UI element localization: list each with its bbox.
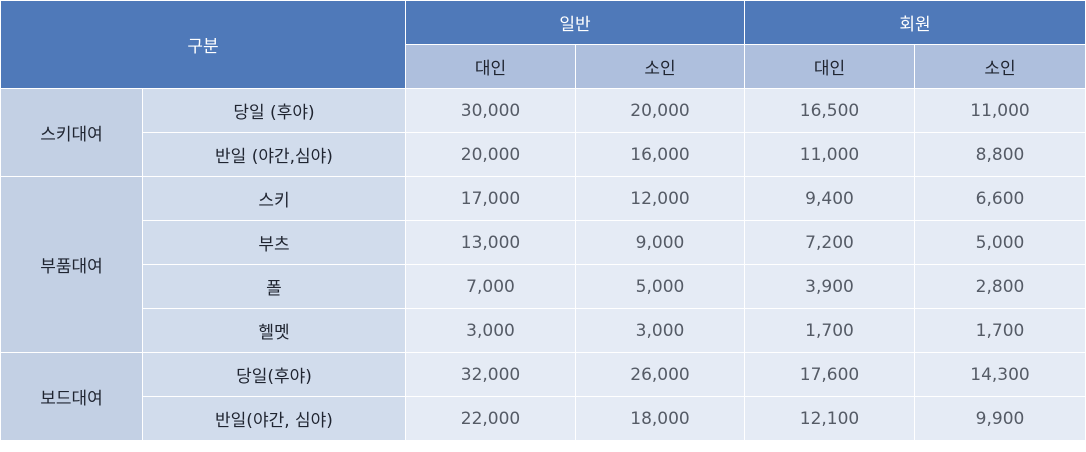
member-adult-header: 대인 xyxy=(744,44,915,89)
price-general-adult: 3,000 xyxy=(405,308,576,353)
table-row: 부품대여 스키 17,000 12,000 9,400 6,600 xyxy=(0,176,1086,353)
item-label: 폴 xyxy=(142,264,406,309)
price-member-child: 1,700 xyxy=(914,308,1086,353)
table-row: 헬멧 3,000 3,000 1,700 1,700 xyxy=(1,308,1086,353)
price-general-child: 18,000 xyxy=(575,396,745,441)
group-label-board-rental: 보드대여 xyxy=(0,352,143,441)
price-member-adult: 7,200 xyxy=(744,220,915,265)
price-member-child: 11,000 xyxy=(914,88,1086,133)
price-general-child: 5,000 xyxy=(575,264,745,309)
price-member-child: 5,000 xyxy=(914,220,1086,265)
member-group-header: 회원 xyxy=(744,0,1086,45)
table-row: 반일(야간, 심야) 22,000 18,000 12,100 9,900 xyxy=(1,396,1086,441)
category-header: 구분 xyxy=(0,0,406,89)
price-member-child: 6,600 xyxy=(914,176,1086,221)
item-label: 스키 xyxy=(142,176,406,221)
price-member-adult: 9,400 xyxy=(744,176,915,221)
price-general-child: 3,000 xyxy=(575,308,745,353)
table-row: 스키대여 당일 (후야) 30,000 20,000 16,500 11,000 xyxy=(0,88,1086,177)
price-member-child: 9,900 xyxy=(914,396,1086,441)
price-member-adult: 17,600 xyxy=(744,352,915,397)
price-general-adult: 20,000 xyxy=(405,132,576,177)
price-general-child: 9,000 xyxy=(575,220,745,265)
price-general-adult: 7,000 xyxy=(405,264,576,309)
price-member-adult: 12,100 xyxy=(744,396,915,441)
price-member-adult: 1,700 xyxy=(744,308,915,353)
price-general-child: 20,000 xyxy=(575,88,745,133)
table-row: 보드대여 당일(후야) 32,000 26,000 17,600 14,300 xyxy=(0,352,1086,441)
item-label: 당일 (후야) xyxy=(142,88,406,133)
table-row: 부츠 13,000 9,000 7,200 5,000 xyxy=(1,220,1086,265)
item-label: 부츠 xyxy=(142,220,406,265)
table-row: 폴 7,000 5,000 3,900 2,800 xyxy=(1,264,1086,309)
price-member-child: 14,300 xyxy=(914,352,1086,397)
item-label: 당일(후야) xyxy=(142,352,406,397)
group-label-parts-rental: 부품대여 xyxy=(0,176,143,353)
general-adult-header: 대인 xyxy=(405,44,576,89)
general-group-header: 일반 xyxy=(405,0,745,45)
general-child-header: 소인 xyxy=(575,44,745,89)
item-label: 반일(야간, 심야) xyxy=(142,396,406,441)
header-row-groups: 구분 일반 회원 xyxy=(0,0,1086,89)
price-general-adult: 30,000 xyxy=(405,88,576,133)
table-row: 반일 (야간,심야) 20,000 16,000 11,000 8,800 xyxy=(1,132,1086,177)
price-general-child: 16,000 xyxy=(575,132,745,177)
price-member-child: 8,800 xyxy=(914,132,1086,177)
price-member-child: 2,800 xyxy=(914,264,1086,309)
price-member-adult: 16,500 xyxy=(744,88,915,133)
group-label-ski-rental: 스키대여 xyxy=(0,88,143,177)
price-member-adult: 11,000 xyxy=(744,132,915,177)
price-general-child: 26,000 xyxy=(575,352,745,397)
item-label: 헬멧 xyxy=(142,308,406,353)
price-general-child: 12,000 xyxy=(575,176,745,221)
member-child-header: 소인 xyxy=(914,44,1086,89)
price-general-adult: 22,000 xyxy=(405,396,576,441)
rental-price-table: 구분 일반 회원 대인 소인 대인 소인 스키대여 당일 (후야) 30,000… xyxy=(0,0,1086,441)
header-row-sub: 대인 소인 대인 소인 xyxy=(1,44,1086,89)
item-label: 반일 (야간,심야) xyxy=(142,132,406,177)
price-general-adult: 32,000 xyxy=(405,352,576,397)
price-general-adult: 13,000 xyxy=(405,220,576,265)
price-general-adult: 17,000 xyxy=(405,176,576,221)
price-member-adult: 3,900 xyxy=(744,264,915,309)
